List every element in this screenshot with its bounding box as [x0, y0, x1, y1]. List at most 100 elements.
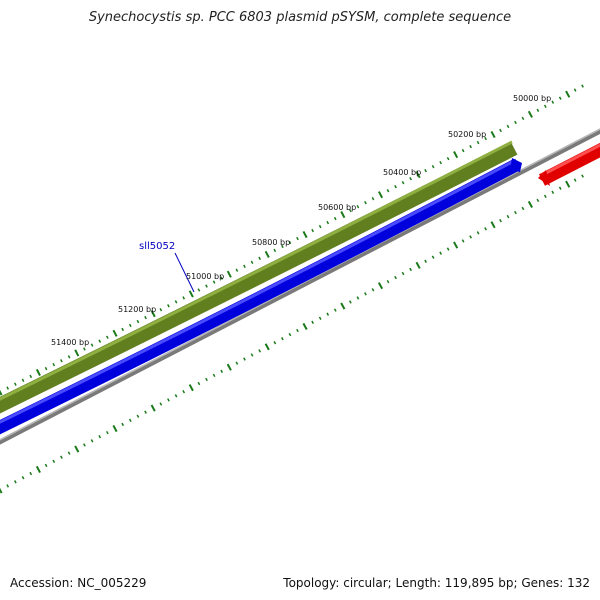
minor-tick — [394, 184, 397, 189]
major-tick — [415, 171, 421, 179]
minor-tick — [128, 418, 132, 423]
ruler-label: 50000 bp — [513, 94, 551, 103]
minor-tick — [98, 339, 102, 343]
map-title: Synechocystis sp. PCC 6803 plasmid pSYSM… — [88, 10, 512, 25]
gene-label-connector — [174, 252, 195, 293]
minor-tick — [311, 228, 314, 233]
minor-tick — [159, 308, 163, 312]
minor-tick — [439, 251, 442, 255]
minor-tick — [536, 108, 540, 112]
minor-tick — [182, 390, 186, 394]
major-tick — [74, 349, 80, 357]
minor-tick — [484, 227, 487, 231]
minor-tick — [476, 140, 480, 145]
minor-tick — [296, 236, 299, 241]
minor-tick — [90, 343, 94, 347]
minor-tick — [106, 335, 109, 339]
minor-tick — [409, 267, 412, 272]
minor-tick — [348, 300, 352, 304]
minor-tick — [506, 124, 510, 129]
minor-tick — [197, 381, 201, 386]
minor-tick — [14, 480, 17, 484]
major-tick — [35, 368, 41, 377]
major-tick — [453, 151, 459, 159]
major-tick — [527, 200, 533, 208]
minor-tick — [67, 451, 71, 455]
minor-tick — [364, 200, 367, 205]
minor-tick — [273, 341, 277, 345]
major-tick — [264, 250, 270, 258]
minor-tick — [461, 148, 465, 153]
minor-tick — [371, 196, 375, 201]
minor-tick — [581, 84, 584, 88]
major-tick — [35, 465, 41, 474]
minor-tick — [106, 430, 109, 435]
major-tick — [377, 282, 384, 290]
major-tick — [340, 302, 346, 310]
minor-tick — [311, 320, 314, 325]
minor-tick — [235, 268, 239, 272]
minor-tick — [573, 88, 577, 92]
minor-tick — [250, 353, 254, 357]
minor-tick — [121, 327, 125, 332]
major-tick — [226, 363, 232, 371]
major-tick — [490, 221, 496, 229]
minor-tick — [476, 231, 480, 235]
major-tick — [377, 191, 384, 199]
backbone-line — [0, 128, 600, 445]
minor-tick — [551, 190, 555, 194]
accession-text: Accession: NC_005229 — [10, 576, 147, 590]
minor-tick — [83, 347, 86, 351]
minor-tick — [212, 373, 216, 378]
ruler-label: 50600 bp — [318, 203, 356, 212]
minor-tick — [484, 136, 487, 141]
feature-track-red[interactable] — [539, 142, 600, 186]
minor-tick — [424, 168, 427, 173]
minor-tick — [581, 174, 584, 178]
minor-tick — [14, 382, 17, 386]
minor-tick — [174, 394, 178, 398]
minor-tick — [499, 218, 502, 223]
minor-tick — [83, 443, 86, 447]
feature-track-olive[interactable] — [0, 141, 518, 414]
minor-tick — [98, 435, 102, 439]
minor-tick — [121, 422, 125, 427]
minor-tick — [273, 248, 277, 253]
minor-tick — [558, 186, 562, 190]
gene-label[interactable]: sll5052 — [139, 241, 175, 252]
minor-tick — [318, 316, 322, 320]
minor-tick — [212, 280, 216, 284]
minor-tick — [220, 369, 224, 373]
minor-tick — [521, 206, 525, 211]
major-tick — [150, 310, 156, 318]
minor-tick — [205, 377, 208, 382]
minor-tick — [288, 332, 292, 337]
minor-tick — [243, 357, 246, 361]
minor-tick — [197, 288, 201, 292]
minor-tick — [21, 378, 25, 382]
ruler-label: 51200 bp — [118, 305, 156, 314]
major-tick — [565, 180, 571, 188]
minor-tick — [371, 288, 375, 292]
outer-tick-marks — [0, 84, 584, 396]
minor-tick — [461, 239, 465, 243]
major-tick — [527, 110, 533, 118]
inner-tick-marks — [0, 174, 584, 494]
major-tick — [490, 130, 496, 139]
minor-tick — [364, 292, 367, 296]
minor-tick — [280, 336, 284, 341]
ruler-label: 50800 bp — [252, 238, 290, 247]
minor-tick — [44, 463, 48, 468]
minor-tick — [44, 366, 48, 371]
minor-tick — [318, 224, 322, 229]
feature-track-blue[interactable] — [0, 159, 520, 435]
minor-tick — [136, 319, 140, 324]
major-tick — [415, 261, 421, 269]
major-tick — [340, 211, 346, 219]
minor-tick — [144, 315, 147, 320]
minor-tick — [220, 276, 224, 280]
minor-tick — [536, 198, 540, 203]
major-tick — [112, 329, 118, 337]
minor-tick — [543, 194, 547, 198]
